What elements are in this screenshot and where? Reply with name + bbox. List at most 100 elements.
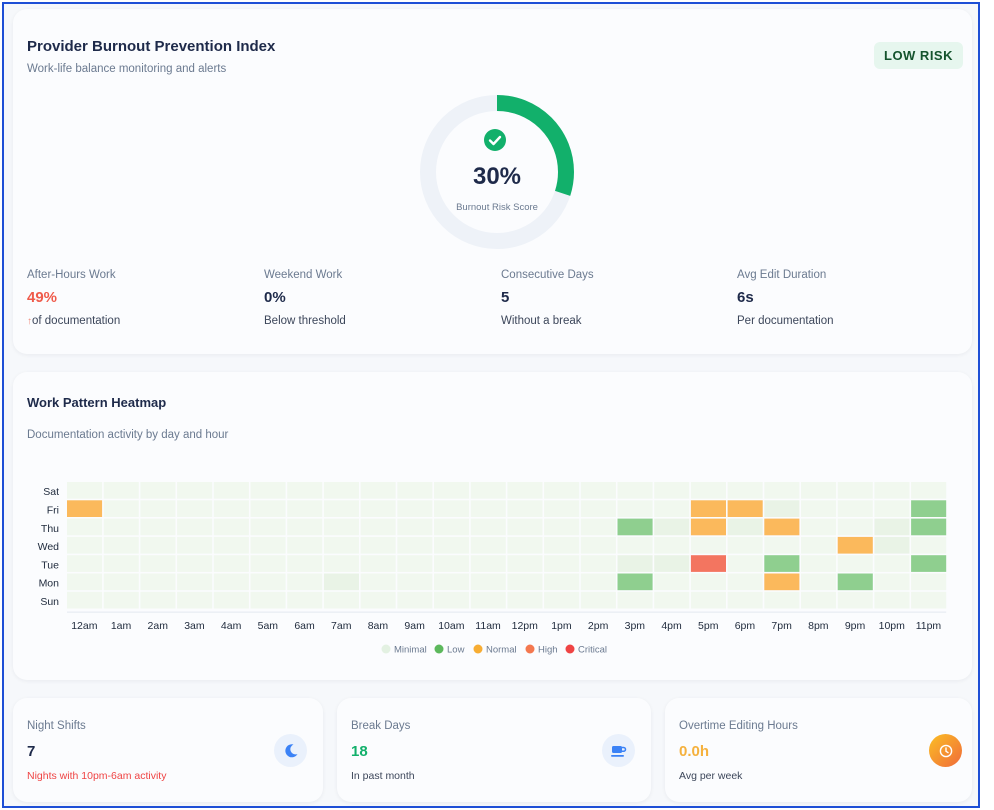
check-circle-icon bbox=[484, 129, 506, 151]
heatmap-cell bbox=[837, 482, 873, 499]
heatmap-hour-label: 11pm bbox=[916, 620, 942, 632]
heatmap-cell bbox=[103, 536, 139, 554]
heatmap-cell bbox=[727, 500, 763, 517]
heatmap-cell bbox=[177, 591, 213, 609]
heatmap-cell bbox=[213, 482, 249, 499]
heatmap-cell bbox=[690, 573, 726, 591]
heatmap-hour-label: 3am bbox=[184, 620, 205, 632]
heatmap-cell bbox=[287, 536, 323, 554]
heatmap-cell bbox=[727, 518, 763, 536]
heatmap-cell bbox=[103, 573, 139, 591]
heatmap-cell bbox=[140, 482, 176, 499]
heatmap-cell bbox=[874, 518, 910, 536]
heatmap-cell bbox=[580, 591, 616, 609]
heatmap-hour-label: 6pm bbox=[735, 620, 756, 632]
risk-badge: LOW RISK bbox=[874, 42, 963, 69]
heatmap-cell bbox=[507, 518, 543, 536]
stat-label: Weekend Work bbox=[264, 269, 343, 281]
heatmap-cell bbox=[874, 500, 910, 517]
heatmap-cell bbox=[360, 591, 396, 609]
heatmap-hour-label: 2pm bbox=[588, 620, 609, 632]
heatmap-cell bbox=[764, 518, 800, 536]
heatmap-cell bbox=[544, 591, 580, 609]
legend-label: Low bbox=[447, 645, 465, 656]
heatmap-hour-label: 1am bbox=[111, 620, 132, 632]
heatmap-cell bbox=[323, 536, 359, 554]
heatmap-cell bbox=[874, 555, 910, 572]
heatmap-subtitle: Documentation activity by day and hour bbox=[27, 429, 229, 441]
heatmap-cell bbox=[360, 536, 396, 554]
heatmap-cell bbox=[507, 482, 543, 499]
heatmap-cell bbox=[727, 591, 763, 609]
heatmap-cell bbox=[250, 591, 286, 609]
heatmap-cell bbox=[470, 536, 506, 554]
stat-value: 0% bbox=[264, 289, 286, 306]
heatmap-hour-label: 12pm bbox=[512, 620, 539, 632]
heatmap-hour-label: 3pm bbox=[625, 620, 646, 632]
heatmap-cell bbox=[617, 573, 653, 591]
heatmap-hour-label: 5pm bbox=[698, 620, 719, 632]
heatmap-cell bbox=[580, 573, 616, 591]
heatmap-cell bbox=[250, 536, 286, 554]
heatmap-cell bbox=[140, 573, 176, 591]
heatmap-cell bbox=[360, 518, 396, 536]
heatmap-hour-label: 4am bbox=[221, 620, 242, 632]
overtime-card: Overtime Editing Hours 0.0h Avg per week bbox=[665, 698, 972, 802]
heatmap-card: Work Pattern Heatmap Documentation activ… bbox=[13, 372, 972, 680]
legend-label: High bbox=[538, 645, 558, 656]
heatmap-hour-label: 7am bbox=[331, 620, 352, 632]
night-shifts-note: Nights with 10pm-6am activity bbox=[27, 770, 167, 782]
heatmap-cell bbox=[397, 573, 433, 591]
heatmap-cell bbox=[911, 591, 947, 609]
heatmap-cell bbox=[213, 500, 249, 517]
heatmap-cell bbox=[250, 500, 286, 517]
heatmap-hour-label: 6am bbox=[294, 620, 315, 632]
heatmap-cell bbox=[617, 555, 653, 572]
heatmap-cell bbox=[323, 573, 359, 591]
heatmap-cell bbox=[764, 555, 800, 572]
heatmap-cell bbox=[580, 536, 616, 554]
heatmap-cell bbox=[213, 573, 249, 591]
heatmap-cell bbox=[140, 555, 176, 572]
heatmap-cell bbox=[580, 555, 616, 572]
heatmap-cell bbox=[654, 555, 690, 572]
legend-swatch bbox=[565, 644, 575, 654]
heatmap-cell bbox=[654, 573, 690, 591]
heatmap-cell bbox=[287, 500, 323, 517]
legend-label: Minimal bbox=[394, 645, 427, 656]
page-title: Provider Burnout Prevention Index bbox=[27, 38, 276, 55]
heatmap-cell bbox=[360, 500, 396, 517]
heatmap-hour-label: 4pm bbox=[661, 620, 682, 632]
heatmap-cell bbox=[544, 482, 580, 499]
heatmap-cell bbox=[764, 536, 800, 554]
burnout-index-card: Provider Burnout Prevention Index Work-l… bbox=[13, 9, 972, 354]
heatmap-cell bbox=[764, 482, 800, 499]
heatmap-cell bbox=[544, 555, 580, 572]
heatmap-cell bbox=[434, 536, 470, 554]
night-shifts-label: Night Shifts bbox=[27, 720, 86, 732]
legend-swatch bbox=[525, 644, 535, 654]
heatmap-cell bbox=[103, 500, 139, 517]
heatmap-cell bbox=[177, 518, 213, 536]
work-pattern-heatmap: Sat Fri Thu Wed Tue Mon Sun 12am 1am 2am 3am 4am 5am… bbox=[38, 482, 947, 656]
heatmap-cell bbox=[801, 573, 837, 591]
heatmap-cell bbox=[397, 591, 433, 609]
heatmap-cell bbox=[470, 591, 506, 609]
heatmap-cell bbox=[874, 482, 910, 499]
heatmap-cell bbox=[103, 555, 139, 572]
stat-note-text: of documentation bbox=[32, 315, 121, 327]
heatmap-cell bbox=[690, 555, 726, 572]
heatmap-cell bbox=[177, 482, 213, 499]
heatmap-cell bbox=[654, 518, 690, 536]
heatmap-cell bbox=[544, 536, 580, 554]
heatmap-cell bbox=[140, 536, 176, 554]
heatmap-cell bbox=[544, 518, 580, 536]
stat-after-hours: After-Hours Work 49% ↑of documentation bbox=[27, 269, 247, 327]
heatmap-cell bbox=[617, 518, 653, 536]
heatmap-cell bbox=[250, 482, 286, 499]
heatmap-cell bbox=[323, 500, 359, 517]
stat-note: Below threshold bbox=[264, 315, 346, 327]
heatmap-cell bbox=[250, 573, 286, 591]
heatmap-hour-label: 10pm bbox=[879, 620, 906, 632]
heatmap-cell bbox=[434, 500, 470, 517]
